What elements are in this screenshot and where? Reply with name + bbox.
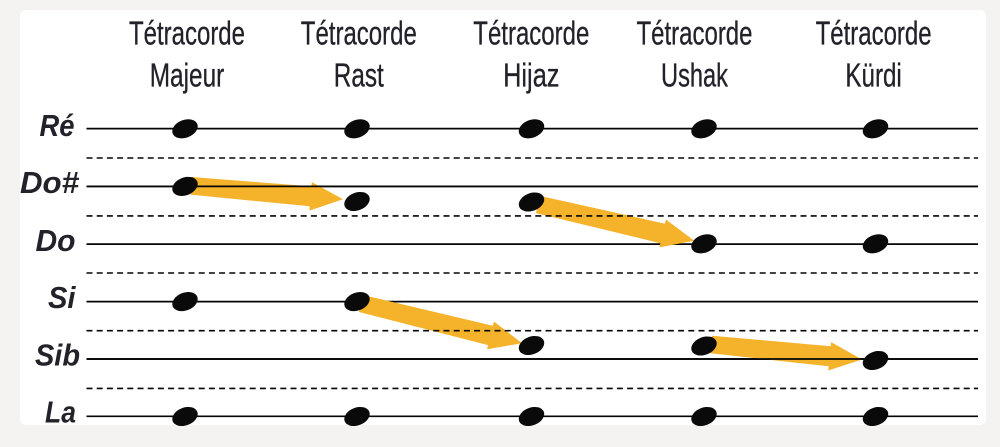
svg-text:La: La [45,395,76,430]
svg-text:Do#: Do# [20,165,80,200]
svg-text:Tétracorde: Tétracorde [473,15,589,52]
svg-text:Tétracorde: Tétracorde [301,15,417,52]
svg-text:Sib: Sib [35,337,80,372]
svg-text:Ushak: Ushak [661,57,728,94]
svg-text:Tétracorde: Tétracorde [816,15,932,52]
svg-text:Si: Si [48,280,77,315]
svg-text:Tétracorde: Tétracorde [129,15,245,52]
svg-text:Kürdi: Kürdi [845,57,901,94]
svg-text:Hijaz: Hijaz [503,57,559,94]
svg-text:Tétracorde: Tétracorde [637,15,753,52]
svg-text:Ré: Ré [40,108,75,143]
svg-text:Do: Do [36,223,76,258]
svg-text:Majeur: Majeur [150,57,225,94]
svg-text:Rast: Rast [334,57,384,94]
